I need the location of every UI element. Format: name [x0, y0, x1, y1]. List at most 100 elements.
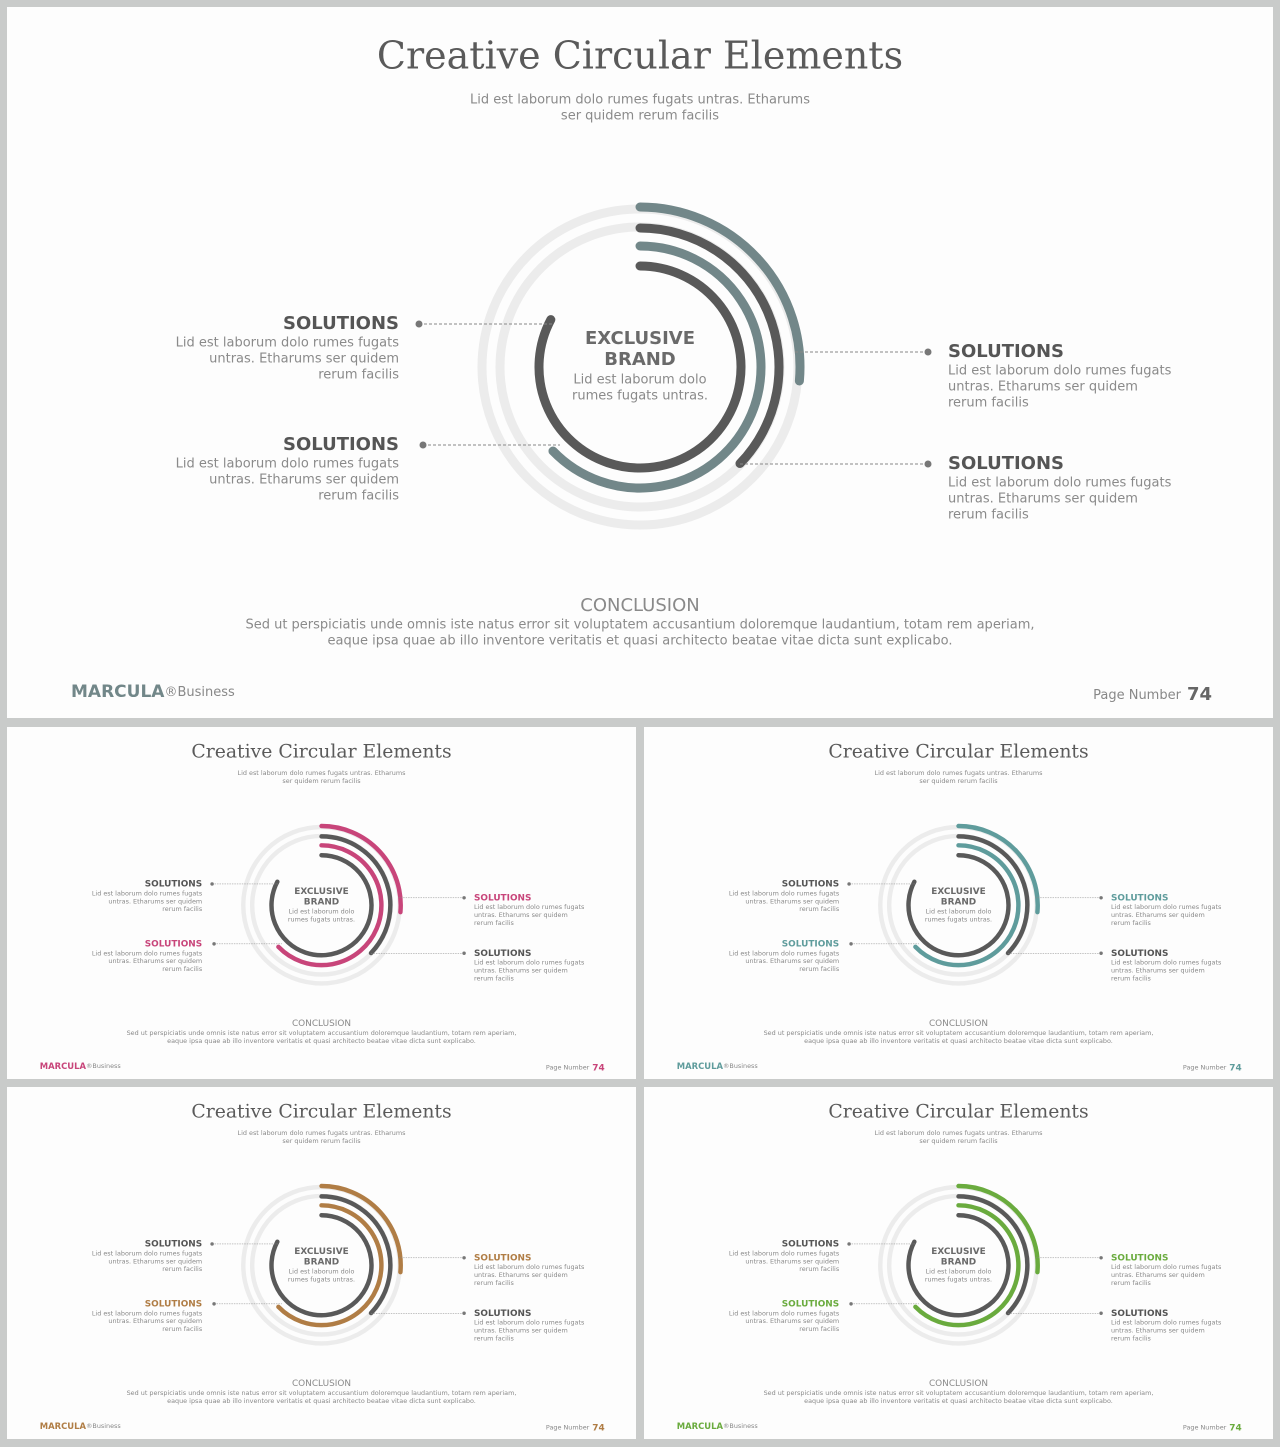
page-num: 74	[1229, 1063, 1241, 1073]
subtitle: ser quidem rerum facilis	[919, 1137, 998, 1145]
subtitle: ser quidem rerum facilis	[282, 1137, 361, 1145]
center-text: rumes fugats untras.	[572, 389, 708, 404]
item-text: untras. Etharums ser quidem	[474, 1327, 568, 1335]
item-heading: SOLUTIONS	[474, 1253, 531, 1263]
brand-name: MARCULA	[71, 682, 165, 702]
page-number: Page Number 74	[546, 1423, 605, 1433]
item-heading: SOLUTIONS	[782, 879, 839, 889]
conclusion-text: eaque ipsa quae ab illo inventore verita…	[804, 1037, 1113, 1045]
item-text: untras. Etharums ser quidem	[948, 380, 1138, 395]
item-text: untras. Etharums ser quidem	[108, 957, 202, 965]
arc	[913, 1203, 1021, 1328]
center-text: Lid est laborum dolo	[926, 908, 992, 916]
item-text: rerum facilis	[799, 905, 840, 913]
brand: MARCULA®Business	[677, 1421, 759, 1431]
brand-name: MARCULA	[40, 1421, 87, 1431]
item-text: rerum facilis	[1111, 974, 1152, 982]
item-heading: SOLUTIONS	[782, 1239, 839, 1249]
page-label: Page Number	[1183, 1424, 1227, 1432]
connector-dot	[1099, 1256, 1103, 1260]
page-label: Page Number	[1183, 1064, 1227, 1072]
item-text: Lid est laborum dolo rumes fugats	[729, 949, 840, 957]
item-text: rerum facilis	[474, 1334, 515, 1342]
arc	[269, 1212, 374, 1318]
center-title: BRAND	[941, 1257, 976, 1267]
conclusion-text: Sed ut perspiciatis unde omnis iste natu…	[245, 618, 1034, 633]
item-text: rerum facilis	[1111, 1334, 1152, 1342]
item-heading: SOLUTIONS	[145, 879, 202, 889]
center-title: EXCLUSIVE	[294, 1247, 348, 1257]
center-text: Lid est laborum dolo	[926, 1268, 992, 1276]
item-text: Lid est laborum dolo rumes fugats	[1111, 959, 1222, 967]
center-text: rumes fugats untras.	[288, 916, 355, 924]
conclusion-title: CONCLUSION	[929, 1019, 988, 1029]
item-text: rerum facilis	[474, 974, 515, 982]
connector-dot	[462, 1256, 466, 1260]
page-number: Page Number 74	[1183, 1063, 1242, 1073]
center-title: BRAND	[604, 349, 676, 370]
arc	[956, 834, 1030, 956]
item-text: rerum facilis	[948, 508, 1029, 523]
item-text: untras. Etharums ser quidem	[108, 1257, 202, 1265]
item-heading: SOLUTIONS	[474, 949, 531, 959]
subtitle: Lid est laborum dolo rumes fugats untras…	[238, 769, 407, 777]
item-heading: SOLUTIONS	[948, 341, 1064, 362]
connector-dot	[1099, 1311, 1103, 1315]
arc	[956, 1194, 1030, 1316]
connector-dot	[1099, 896, 1103, 900]
arc	[548, 241, 766, 493]
brand-suffix: ®Business	[723, 1062, 758, 1070]
slide-title: Creative Circular Elements	[191, 1102, 451, 1123]
arc	[906, 852, 1011, 958]
item-text: rerum facilis	[948, 396, 1029, 411]
page-label: Page Number	[546, 1424, 590, 1432]
slide-title: Creative Circular Elements	[377, 34, 903, 78]
slide: Creative Circular Elements Lid est laboru…	[7, 7, 1273, 718]
arc	[319, 834, 393, 956]
item-text: rerum facilis	[162, 965, 203, 973]
item-text: rerum facilis	[162, 1325, 203, 1333]
center-text: Lid est laborum dolo	[289, 908, 355, 916]
center-title: BRAND	[304, 1257, 339, 1267]
connector-dot	[212, 942, 216, 946]
arc	[635, 202, 805, 386]
item-text: rerum facilis	[162, 905, 203, 913]
item-text: rerum facilis	[799, 1265, 840, 1273]
connector-dot	[1099, 951, 1103, 955]
item-text: Lid est laborum dolo rumes fugats	[474, 959, 585, 967]
item-text: untras. Etharums ser quidem	[108, 897, 202, 905]
arc	[956, 823, 1040, 915]
item-text: Lid est laborum dolo rumes fugats	[1111, 1263, 1222, 1271]
center-title: EXCLUSIVE	[931, 1247, 985, 1257]
page-label: Page Number	[1093, 688, 1181, 703]
connector-dot	[415, 320, 423, 328]
arc	[319, 1183, 403, 1275]
item-text: Lid est laborum dolo rumes fugats	[92, 949, 203, 957]
item-heading: SOLUTIONS	[1111, 893, 1168, 903]
center-title: EXCLUSIVE	[585, 328, 695, 349]
item-text: untras. Etharums ser quidem	[474, 911, 568, 919]
item-text: untras. Etharums ser quidem	[474, 1271, 568, 1279]
item-heading: SOLUTIONS	[283, 313, 399, 334]
subtitle: Lid est laborum dolo rumes fugats untras…	[470, 93, 810, 108]
connector-dot	[924, 460, 932, 468]
brand-suffix: ®Business	[86, 1062, 121, 1070]
page-number: Page Number 74	[1093, 684, 1212, 705]
conclusion-title: CONCLUSION	[292, 1019, 351, 1029]
subtitle: Lid est laborum dolo rumes fugats untras…	[238, 1129, 407, 1137]
item-text: Lid est laborum dolo rumes fugats	[729, 889, 840, 897]
slide-title: Creative Circular Elements	[828, 742, 1088, 763]
page-num: 74	[1229, 1423, 1241, 1433]
center-title: EXCLUSIVE	[294, 887, 348, 897]
subtitle: ser quidem rerum facilis	[919, 777, 998, 785]
item-heading: SOLUTIONS	[1111, 949, 1168, 959]
item-text: Lid est laborum dolo rumes fugats	[92, 1309, 203, 1317]
page-number: Page Number 74	[1183, 1423, 1242, 1433]
item-text: Lid est laborum dolo rumes fugats	[474, 1263, 585, 1271]
conclusion-title: CONCLUSION	[580, 595, 699, 616]
brand: MARCULA®Business	[71, 682, 235, 702]
item-text: untras. Etharums ser quidem	[108, 1317, 202, 1325]
arc	[276, 843, 384, 968]
conclusion-text: eaque ipsa quae ab illo inventore verita…	[328, 634, 953, 649]
connector-dot	[212, 1302, 216, 1306]
